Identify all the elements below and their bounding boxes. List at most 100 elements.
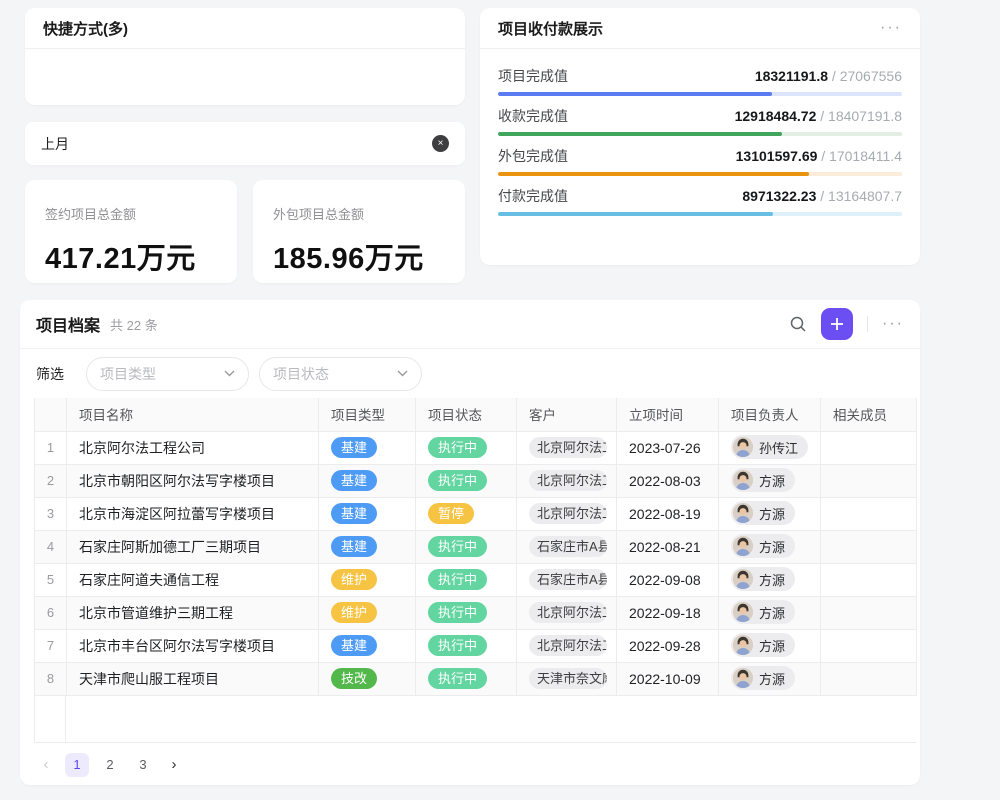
prev-page-icon[interactable]: ‹ [43,756,49,773]
page-number-3[interactable]: 3 [139,757,147,772]
status-badge: 执行中 [428,635,488,656]
month-filter-label: 上月 [41,135,69,152]
project-type-select[interactable]: 项目类型 [86,356,249,391]
add-record-button[interactable] [821,308,854,340]
table-header-row: 项目名称 项目类型 项目状态 客户 立项时间 项目负责人 相关成员 [34,398,917,432]
cell-owner: 方源 [718,662,821,696]
type-badge: 维护 [331,602,378,623]
progress-fill [498,132,782,136]
archive-title: 项目档案 [36,318,101,335]
progress-fill [498,212,774,216]
progress-track [498,132,902,136]
owner-name: 方源 [759,605,786,621]
cell-project-name[interactable]: 北京市管道维护三期工程 [66,596,319,630]
cell-project-name[interactable]: 北京市丰台区阿尔法写字楼项目 [66,629,319,663]
cell-project-type: 维护 [318,596,416,630]
cell-owner: 方源 [718,530,821,564]
cell-project-status: 执行中 [415,431,517,465]
cell-project-name[interactable]: 天津市爬山服工程项目 [66,662,319,696]
cell-project-status: 执行中 [415,563,517,597]
row-number: 8 [34,662,67,696]
page-number-2[interactable]: 2 [106,757,114,772]
cell-project-status: 执行中 [415,662,517,696]
cell-members [820,563,917,597]
column-header[interactable]: 项目类型 [318,398,416,432]
cell-project-type: 技改 [318,662,416,696]
column-header[interactable]: 项目状态 [415,398,517,432]
more-options-icon[interactable]: ··· [880,19,902,36]
cell-owner: 孙传江 [718,431,821,465]
archive-actions: ··· [789,308,904,340]
status-badge: 执行中 [428,602,488,623]
progress-track [498,212,902,216]
table-row[interactable]: 5 石家庄阿道夫通信工程 维护 执行中 石家庄市A县 2022-09-08 方源 [34,563,917,597]
progress-value: 13101597.69 / 17018411.4 [735,148,902,164]
select-placeholder: 项目类型 [100,365,156,382]
progress-fill [498,92,772,96]
progress-label: 外包完成值 [498,148,568,164]
cell-project-name[interactable]: 北京市朝阳区阿尔法写字楼项目 [66,464,319,498]
progress-value: 12918484.72 / 18407191.8 [734,108,902,124]
stat-label: 外包项目总金额 [273,207,365,222]
progress-value: 8971322.23 / 13164807.7 [742,188,902,204]
clear-filter-icon[interactable]: × [432,135,449,152]
month-filter-bar[interactable]: 上月 × [25,122,465,165]
next-page-icon[interactable]: › [171,756,177,773]
cell-owner: 方源 [718,596,821,630]
owner-name: 方源 [759,572,786,588]
avatar [733,536,753,556]
cell-project-name[interactable]: 北京阿尔法工程公司 [66,431,319,465]
cell-project-name[interactable]: 石家庄阿斯加德工厂三期项目 [66,530,319,564]
cell-members [820,464,917,498]
cell-project-name[interactable]: 石家庄阿道夫通信工程 [66,563,319,597]
progress-total: / 18407191.8 [820,108,902,124]
table-empty-area [34,695,916,743]
column-header[interactable]: 项目名称 [66,398,319,432]
table-more-icon[interactable]: ··· [882,315,904,332]
progress-value: 18321191.8 / 27067556 [754,68,902,84]
search-icon[interactable] [789,315,807,333]
customer-tag: 北京阿尔法工 [529,470,607,491]
owner-name: 方源 [759,473,786,489]
customer-tag: 石家庄市A县 [529,569,607,590]
cell-start-date: 2022-09-18 [616,596,719,630]
cell-customer: 石家庄市A县 [516,563,617,597]
cell-project-name[interactable]: 北京市海淀区阿拉蕾写字楼项目 [66,497,319,531]
cell-owner: 方源 [718,563,821,597]
column-header[interactable]: 立项时间 [616,398,719,432]
progress-total: / 27067556 [831,68,902,84]
table-row[interactable]: 4 石家庄阿斯加德工厂三期项目 基建 执行中 石家庄市A县 2022-08-21 方源 [34,530,917,564]
cell-customer: 天津市奈文摩 [516,662,617,696]
owner-chip: 方源 [731,567,796,591]
column-header[interactable]: 客户 [516,398,617,432]
project-status-select[interactable]: 项目状态 [259,356,422,391]
row-number: 7 [34,629,67,663]
cell-start-date: 2022-08-19 [616,497,719,531]
page-number-1[interactable]: 1 [65,752,89,777]
row-number: 5 [34,563,67,597]
column-header[interactable]: 项目负责人 [718,398,821,432]
cell-project-type: 基建 [318,497,416,531]
stat-value: 185.96万元 [273,243,424,275]
type-badge: 维护 [331,569,378,590]
shortcut-card-header: 快捷方式(多) [25,8,465,49]
cell-project-type: 基建 [318,431,416,465]
stat-value: 417.21万元 [45,243,196,275]
cell-customer: 北京阿尔法工 [516,596,617,630]
cell-members [820,497,917,531]
cell-project-type: 维护 [318,563,416,597]
cell-owner: 方源 [718,464,821,498]
cell-customer: 北京阿尔法工 [516,464,617,498]
type-badge: 基建 [331,536,378,557]
owner-name: 方源 [759,539,786,555]
column-header[interactable]: 相关成员 [820,398,917,432]
avatar [733,470,753,490]
customer-tag: 石家庄市A县 [529,536,607,557]
